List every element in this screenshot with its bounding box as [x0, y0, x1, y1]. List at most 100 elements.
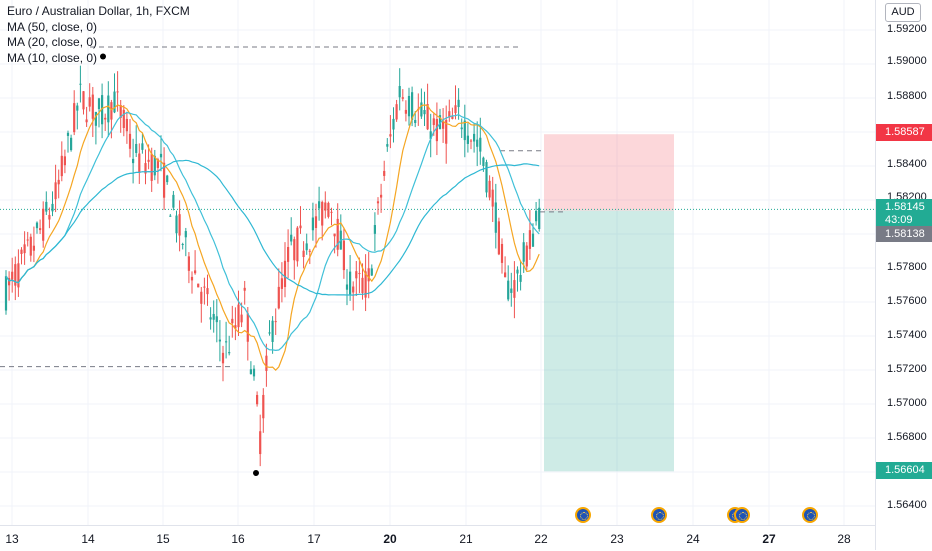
candle-body [48, 214, 51, 220]
candle-body [321, 201, 324, 226]
candle-body [528, 230, 531, 249]
candle-body [280, 278, 283, 289]
candle-body [308, 250, 311, 252]
candle-body [491, 189, 494, 207]
time-label: 20 [383, 532, 397, 546]
candle-body [271, 320, 274, 342]
candle-body [85, 119, 88, 123]
symbol-title[interactable]: Euro / Australian Dollar, 1h, FXCM [7, 4, 190, 18]
candle-body [45, 201, 48, 212]
candle-body [76, 105, 79, 111]
candle-body [448, 111, 451, 118]
candle-body [166, 175, 169, 183]
candle-body [305, 243, 308, 251]
candle-body [237, 304, 240, 328]
price-axis[interactable]: AUD 1.59200 1.59000 1.58800 1.58400 1.58… [875, 0, 932, 550]
time-label: 24 [686, 532, 700, 546]
candle-body [525, 245, 528, 267]
candle-body [510, 288, 513, 293]
candle-body [457, 99, 460, 108]
candle-body [531, 233, 535, 247]
candle-body [259, 431, 262, 455]
candle-body [110, 102, 113, 120]
candle-body [373, 225, 376, 234]
candle-body [163, 162, 166, 198]
candle-body [91, 94, 94, 119]
candle-body [435, 119, 438, 142]
price-tick: 1.56400 [887, 499, 927, 511]
time-label: 27 [762, 532, 776, 546]
candle-body [249, 369, 252, 375]
economic-event-icon[interactable] [651, 507, 667, 523]
candle-body [42, 208, 45, 241]
time-axis[interactable]: 13 14 15 16 17 20 21 22 23 24 27 28 [0, 525, 875, 551]
candle-body [14, 264, 17, 286]
candle-body [383, 170, 386, 176]
time-label: 15 [156, 532, 170, 546]
candle-body [197, 283, 200, 288]
candle-body [17, 263, 20, 288]
candle-body [135, 143, 138, 153]
stop-loss-zone [544, 134, 674, 211]
time-label: 21 [459, 532, 473, 546]
candle-body [299, 225, 302, 229]
candle-body [147, 159, 150, 162]
price-chart[interactable] [0, 0, 875, 525]
candle-body [364, 271, 367, 298]
candle-body [209, 317, 212, 320]
ma-10-label[interactable]: MA (10, close, 0) [7, 50, 98, 65]
time-label: 22 [534, 532, 548, 546]
time-label: 13 [5, 532, 19, 546]
candle-body [389, 134, 392, 137]
candle-body [88, 97, 91, 107]
price-tick: 1.59000 [887, 55, 927, 67]
stop-loss-price-tag: 1.58587 [876, 124, 932, 141]
candle-body [79, 83, 82, 85]
candle-body [429, 131, 432, 139]
candle-body [488, 180, 491, 198]
price-tick: 1.57400 [887, 329, 927, 341]
candle-body [324, 202, 327, 211]
candle-body [311, 217, 314, 231]
chart-area[interactable]: Euro / Australian Dollar, 1h, FXCM MA (5… [0, 0, 875, 525]
economic-event-icon[interactable] [734, 507, 750, 523]
candle-body [256, 394, 259, 405]
candle-body [451, 116, 454, 119]
candle-body [39, 228, 42, 231]
candle-body [153, 155, 156, 176]
currency-button[interactable]: AUD [885, 3, 921, 22]
candle-body [460, 127, 463, 130]
candle-body [225, 341, 228, 343]
candle-body [60, 155, 63, 177]
current-price-value: 1.58145 [885, 201, 925, 213]
candle-countdown: 43:09 [885, 214, 913, 226]
price-tick: 1.57600 [887, 295, 927, 307]
candle-body [8, 277, 11, 286]
candle-body [361, 277, 364, 294]
candle-body [290, 234, 293, 242]
candle-body [4, 276, 8, 311]
candle-body [54, 182, 57, 200]
economic-event-icon[interactable] [575, 507, 591, 523]
candle-body [482, 157, 485, 167]
candle-body [243, 287, 246, 291]
current-price-tag: 1.58145 43:09 [876, 199, 932, 229]
candle-body [432, 118, 435, 125]
candle-body [66, 132, 70, 136]
candle-body [538, 207, 541, 229]
candle-body [190, 276, 194, 281]
ma-50-label[interactable]: MA (50, close, 0) [7, 19, 98, 34]
economic-event-icon[interactable] [802, 507, 818, 523]
candle-body [355, 271, 358, 279]
candle-body [234, 325, 237, 329]
price-tick: 1.57200 [887, 363, 927, 375]
candle-body [181, 244, 184, 246]
price-tick: 1.57800 [887, 261, 927, 273]
candle-body [386, 144, 389, 147]
candle-body [94, 111, 97, 126]
candle-body [438, 115, 442, 129]
candle-body [159, 153, 163, 158]
candle-body [485, 162, 488, 193]
ma-20-label[interactable]: MA (20, close, 0) [7, 35, 98, 49]
candle-body [35, 222, 39, 229]
